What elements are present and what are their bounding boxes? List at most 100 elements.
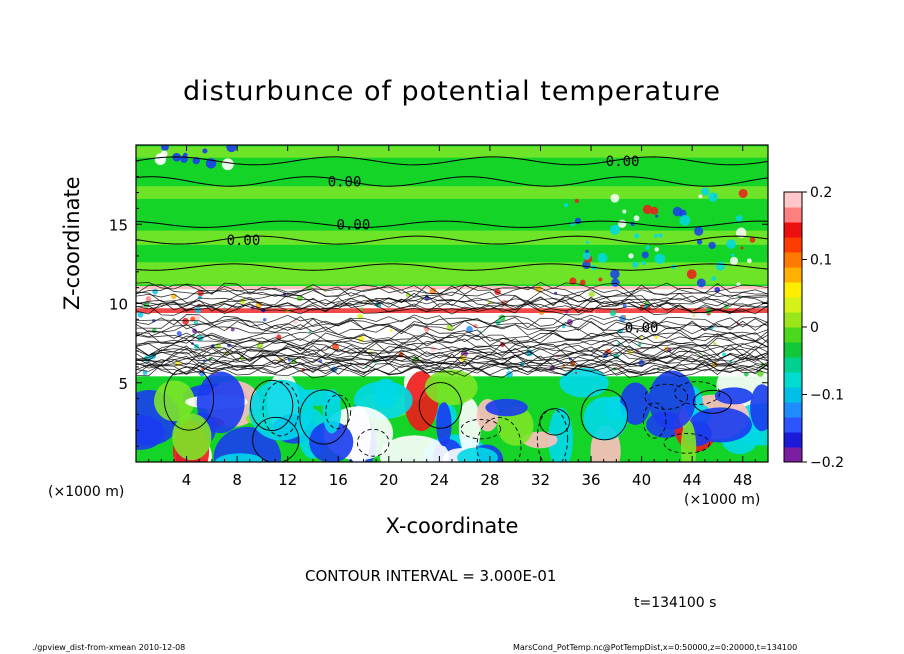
field-speckle — [722, 352, 727, 357]
field-speckle — [194, 306, 202, 314]
contour-line — [136, 320, 768, 333]
field-speckle — [585, 249, 589, 254]
field-speckle — [151, 328, 157, 334]
field-speckle — [369, 350, 373, 354]
y-tick-label: 15 — [109, 216, 128, 234]
field-speckle — [357, 313, 364, 320]
field-speckle — [715, 261, 726, 271]
contour-zero — [136, 176, 768, 187]
field-speckle — [655, 214, 659, 218]
contour-loop — [356, 428, 390, 457]
field-blob — [436, 402, 452, 447]
field-speckle — [574, 371, 578, 375]
field-speckle — [711, 276, 717, 282]
contour-loop — [476, 417, 522, 462]
contour-loop — [325, 394, 352, 430]
contour-loop — [249, 379, 294, 432]
colorbar-tick-label: 0.2 — [810, 185, 832, 201]
contour-line — [136, 316, 768, 330]
field-speckle — [746, 258, 752, 264]
field-speckle — [588, 291, 595, 298]
contour-line — [136, 339, 768, 353]
contour-label: 0.00 — [606, 154, 640, 170]
contour-label: 0.00 — [337, 217, 371, 233]
field-speckle — [430, 346, 437, 352]
field-blob — [154, 380, 195, 422]
contour-loop — [252, 416, 300, 462]
contour-loop — [539, 408, 570, 436]
field-blob — [680, 420, 697, 462]
field-speckle — [735, 214, 743, 222]
field-blob — [172, 413, 212, 461]
field-speckle — [610, 269, 620, 279]
field-speckle — [617, 219, 627, 228]
z-unit-label: (×1000 m) — [48, 484, 125, 500]
x-tick-label: 36 — [581, 471, 600, 489]
field-speckle — [276, 334, 282, 340]
field-speckle — [740, 246, 744, 250]
y-axis-label: Z-coordinate — [60, 176, 84, 310]
field-blob — [215, 453, 265, 462]
x-tick-label: 12 — [278, 471, 297, 489]
colorbar-tick-label: −0.1 — [810, 388, 844, 404]
field-speckle — [638, 342, 642, 347]
contour-loop — [262, 381, 300, 437]
field-pink-line — [136, 286, 768, 290]
contour-loop — [460, 418, 502, 440]
contour-loop — [644, 383, 689, 410]
field-blob — [457, 447, 498, 462]
colorbar-segment — [784, 372, 802, 388]
footer-script-name: ./gpview_dist-from-xmean 2010-12-08 — [32, 643, 186, 652]
footer-data-source: MarsCond_PotTemp.nc@PotTempDist,x=0:5000… — [513, 643, 798, 652]
field-speckle — [569, 277, 577, 285]
contour-line — [136, 284, 768, 298]
field-speckle — [579, 279, 586, 286]
field-speckle — [598, 277, 603, 282]
contour-loop — [163, 366, 215, 431]
field-red-line — [136, 308, 768, 314]
field-speckle — [611, 278, 620, 287]
colorbar-segment — [784, 357, 802, 373]
field-speckle — [726, 239, 736, 249]
field-blob — [648, 370, 696, 430]
field-blob — [373, 378, 399, 409]
colorbar-segment — [784, 237, 802, 253]
field-speckle — [230, 327, 235, 332]
field-speckle — [585, 240, 590, 245]
contour-line — [136, 343, 768, 357]
contour-loop — [536, 408, 569, 462]
contour-loop — [418, 382, 462, 429]
time-stamp: t=134100 s — [634, 595, 717, 611]
contour-line — [136, 329, 768, 343]
field-band-3 — [136, 262, 768, 285]
field-speckle — [713, 342, 717, 346]
colorbar-segment — [784, 387, 802, 403]
colorbar-segment — [784, 192, 802, 208]
field-speckle — [701, 187, 710, 196]
field-speckle — [641, 251, 649, 259]
field-speckle — [749, 237, 756, 243]
field-speckle — [570, 221, 575, 227]
contour-line — [136, 301, 768, 315]
x-tick-label: 48 — [733, 471, 752, 489]
field-speckle — [650, 206, 659, 215]
x-tick-label: 32 — [531, 471, 550, 489]
field-speckle — [221, 158, 234, 171]
colorbar-segment — [784, 417, 802, 433]
field-speckle — [653, 233, 658, 238]
contour-line — [136, 300, 768, 314]
y-tick-label: 5 — [118, 375, 128, 393]
field-speckle — [176, 331, 182, 337]
field-blob — [750, 384, 768, 432]
contour-line — [136, 317, 768, 331]
contour-line — [136, 281, 768, 295]
contour-label: 0.00 — [227, 233, 261, 249]
field-speckle — [654, 247, 659, 252]
field-speckle — [696, 278, 706, 288]
field-speckle — [197, 290, 204, 297]
field-speckle — [735, 227, 747, 239]
field-speckle — [182, 317, 189, 325]
x-tick-label: 20 — [379, 471, 398, 489]
